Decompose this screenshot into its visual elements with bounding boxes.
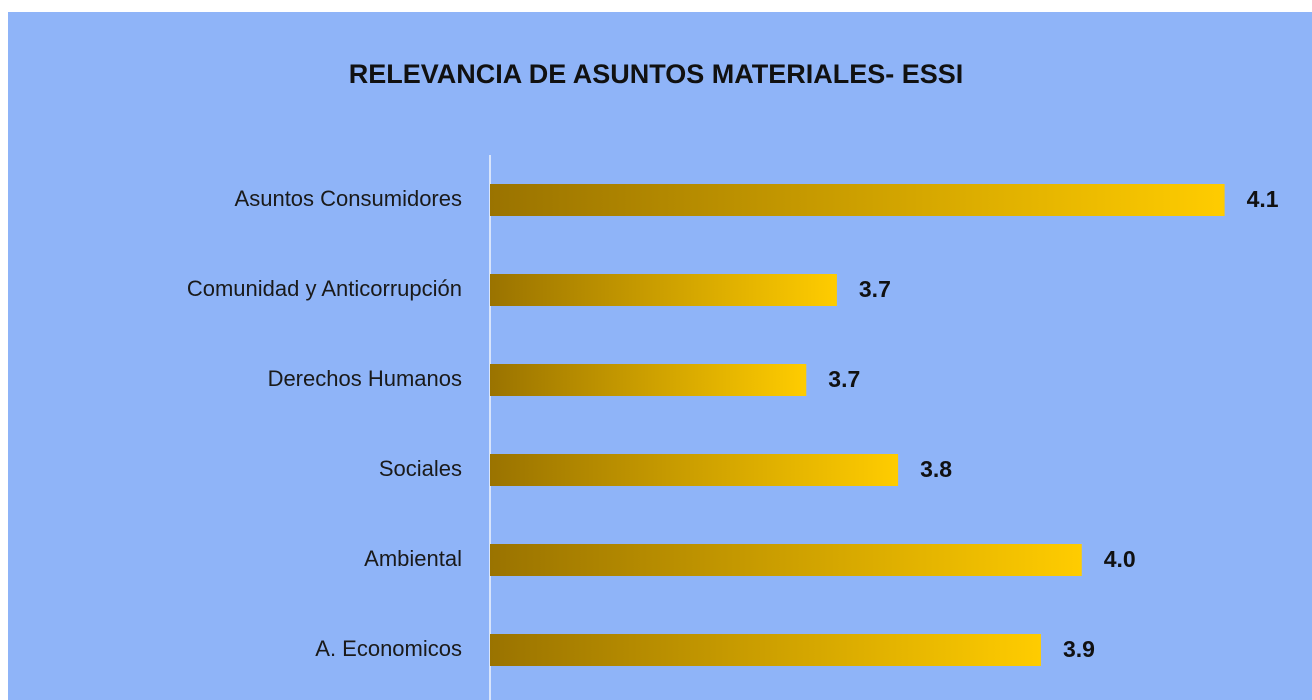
- value-label: 4.0: [1104, 546, 1136, 572]
- category-label: Sociales: [379, 456, 462, 481]
- chart-background: [8, 12, 1312, 700]
- value-label: 3.7: [859, 276, 891, 302]
- category-label: A. Economicos: [315, 636, 462, 661]
- value-label: 4.1: [1247, 186, 1279, 212]
- value-label: 3.9: [1063, 636, 1095, 662]
- bar: [490, 274, 837, 306]
- category-label: Comunidad y Anticorrupción: [187, 276, 462, 301]
- chart-title: RELEVANCIA DE ASUNTOS MATERIALES- ESSI: [349, 59, 964, 89]
- bar: [490, 454, 899, 486]
- bar: [490, 634, 1041, 666]
- category-label: Ambiental: [364, 546, 462, 571]
- bar: [490, 364, 807, 396]
- value-label: 3.8: [920, 456, 952, 482]
- category-label: Asuntos Consumidores: [235, 186, 462, 211]
- value-label: 3.7: [828, 366, 860, 392]
- category-label: Derechos Humanos: [268, 366, 462, 391]
- bar: [490, 544, 1082, 576]
- bar: [490, 184, 1225, 216]
